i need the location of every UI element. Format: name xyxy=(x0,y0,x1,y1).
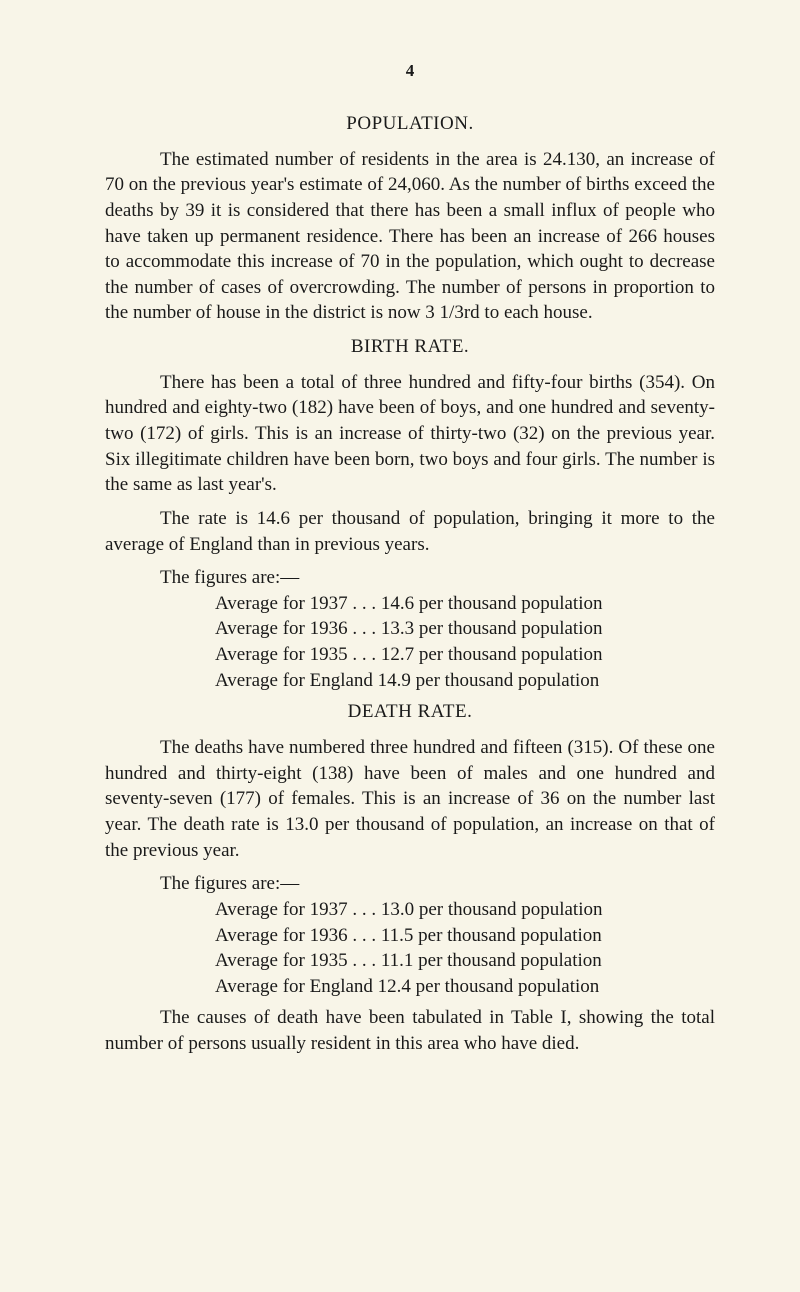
birth-figures-list: Average for 1937 . . . 14.6 per thousand… xyxy=(215,591,715,694)
death-figure-row: Average for 1937 . . . 13.0 per thousand… xyxy=(215,897,715,923)
page-number: 4 xyxy=(105,60,715,83)
death-figures-list: Average for 1937 . . . 13.0 per thousand… xyxy=(215,897,715,1000)
death-figures-intro: The figures are:— xyxy=(105,871,715,897)
birth-rate-para1: There has been a total of three hundred … xyxy=(105,370,715,498)
death-rate-title: DEATH RATE. xyxy=(105,699,715,725)
birth-figure-row: Average for 1936 . . . 13.3 per thousand… xyxy=(215,616,715,642)
death-rate-para2: The causes of death have been tabulated … xyxy=(105,1005,715,1056)
death-figure-row: Average for 1936 . . . 11.5 per thousand… xyxy=(215,923,715,949)
birth-rate-para2: The rate is 14.6 per thousand of populat… xyxy=(105,506,715,557)
birth-figure-row: Average for 1935 . . . 12.7 per thousand… xyxy=(215,642,715,668)
birth-rate-title: BIRTH RATE. xyxy=(105,334,715,360)
population-paragraph: The estimated number of residents in the… xyxy=(105,147,715,326)
death-figure-row: Average for England 12.4 per thousand po… xyxy=(215,974,715,1000)
death-rate-para1: The deaths have numbered three hundred a… xyxy=(105,735,715,863)
birth-figure-row: Average for 1937 . . . 14.6 per thousand… xyxy=(215,591,715,617)
population-title: POPULATION. xyxy=(105,111,715,137)
birth-figure-row: Average for England 14.9 per thousand po… xyxy=(215,668,715,694)
birth-figures-intro: The figures are:— xyxy=(105,565,715,591)
death-figure-row: Average for 1935 . . . 11.1 per thousand… xyxy=(215,948,715,974)
